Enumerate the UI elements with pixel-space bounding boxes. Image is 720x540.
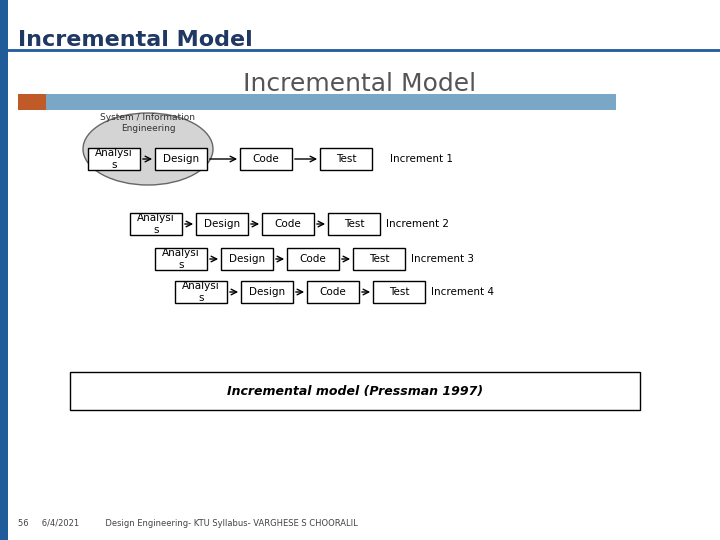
Bar <box>241 281 293 303</box>
Text: Analysi
s: Analysi s <box>182 281 220 303</box>
Text: Code: Code <box>253 154 279 164</box>
Text: Incremental Model: Incremental Model <box>18 30 253 50</box>
Text: Test: Test <box>389 287 409 297</box>
Bar <box>353 248 405 270</box>
Bar <box>196 213 248 235</box>
Text: Design: Design <box>204 219 240 229</box>
Bar <box>88 148 140 170</box>
Bar <box>307 281 359 303</box>
Text: Design: Design <box>163 154 199 164</box>
Text: Analysi
s: Analysi s <box>162 248 200 270</box>
Bar <box>0 0 8 540</box>
Ellipse shape <box>83 113 213 185</box>
Text: Increment 2: Increment 2 <box>386 219 449 229</box>
Text: Increment 3: Increment 3 <box>411 254 474 264</box>
Text: Design: Design <box>249 287 285 297</box>
Bar <box>262 213 314 235</box>
Bar <box>175 281 227 303</box>
Text: Code: Code <box>274 219 302 229</box>
Text: System / Information
Engineering: System / Information Engineering <box>101 113 196 133</box>
Text: Increment 4: Increment 4 <box>431 287 494 297</box>
Text: Incremental model (Pressman 1997): Incremental model (Pressman 1997) <box>227 384 483 397</box>
Text: Design: Design <box>229 254 265 264</box>
Bar <box>221 248 273 270</box>
Bar <box>287 248 339 270</box>
Bar <box>240 148 292 170</box>
Bar <box>155 148 207 170</box>
Text: Code: Code <box>300 254 326 264</box>
Bar <box>46 94 616 110</box>
Text: 56     6/4/2021          Design Engineering- KTU Syllabus- VARGHESE S CHOORALIL: 56 6/4/2021 Design Engineering- KTU Syll… <box>18 519 358 528</box>
Text: Incremental Model: Incremental Model <box>243 72 477 96</box>
Bar <box>130 213 182 235</box>
Bar <box>373 281 425 303</box>
Text: Test: Test <box>369 254 390 264</box>
Text: Test: Test <box>343 219 364 229</box>
Text: Code: Code <box>320 287 346 297</box>
Bar <box>320 148 372 170</box>
Bar <box>155 248 207 270</box>
Text: Test: Test <box>336 154 356 164</box>
Bar <box>18 94 46 110</box>
Text: Increment 1: Increment 1 <box>390 154 453 164</box>
Text: Analysi
s: Analysi s <box>137 213 175 235</box>
Bar <box>328 213 380 235</box>
Bar <box>70 372 640 410</box>
Text: Analysi
s: Analysi s <box>95 148 133 170</box>
